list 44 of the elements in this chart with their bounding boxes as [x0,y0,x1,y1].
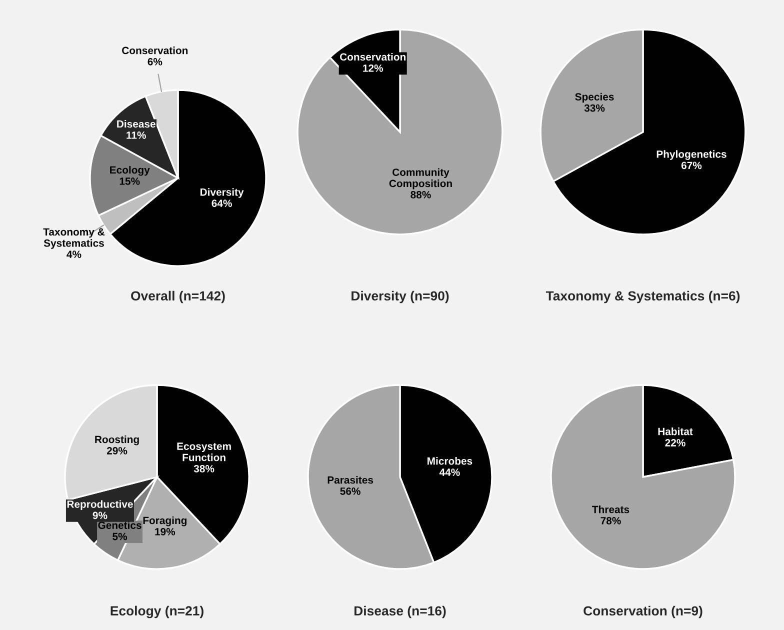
slice-label: Habitat [658,428,693,436]
data-label: 19% [155,528,176,536]
data-label: 88% [410,191,431,198]
text: Diversity (n=90) [352,290,449,304]
text: Conservation (n=9) [584,606,702,618]
data-label: 9% [92,512,108,520]
slice-label: Species [575,92,614,103]
data-label: 6% [148,58,162,66]
text: Overall (n=142) [131,290,225,304]
data-label: 78% [600,517,621,524]
pie-slice [296,28,504,236]
slice-label: Threats [592,506,630,514]
slice-label: Parasites [328,476,374,484]
data-label: 15% [120,178,140,185]
slice-label: Conservation [122,46,188,54]
slice-label: Conservation [340,52,406,61]
slice-label: Ecosystem Function [177,442,231,462]
slice-label: Roosting [95,436,139,446]
text: Disease (n=16) [354,606,446,618]
data-label: 11% [126,132,146,139]
data-label: 12% [363,64,384,72]
data-label: 22% [665,439,686,446]
data-label: 5% [112,532,128,540]
data-label: 64% [212,200,232,208]
slice-label: Genetics [98,521,142,529]
data-label: 33% [584,104,605,112]
slice-label: Community Composition [389,168,452,190]
slice-label: Reproductive [67,500,133,510]
slice-label: Taxonomy & Systematics [43,228,105,249]
slice-label: Microbes [428,457,472,465]
slice-label: Ecology [110,166,150,176]
data-label: 56% [340,488,360,495]
slice-label: Phylogenetics [656,150,726,160]
text: Ecology (n=21) [110,606,204,618]
slice-label: Foraging [143,516,186,526]
slice-label: Diversity [200,188,244,198]
data-label: 38% [194,465,214,472]
slice-label: Disease [117,120,156,128]
data-label: 4% [66,250,82,258]
data-label: 67% [681,162,702,170]
data-label: 44% [439,468,460,476]
pie-slice [550,384,736,570]
text: Taxonomy & Systematics (n=6) [546,290,740,304]
data-label: 29% [106,447,128,454]
